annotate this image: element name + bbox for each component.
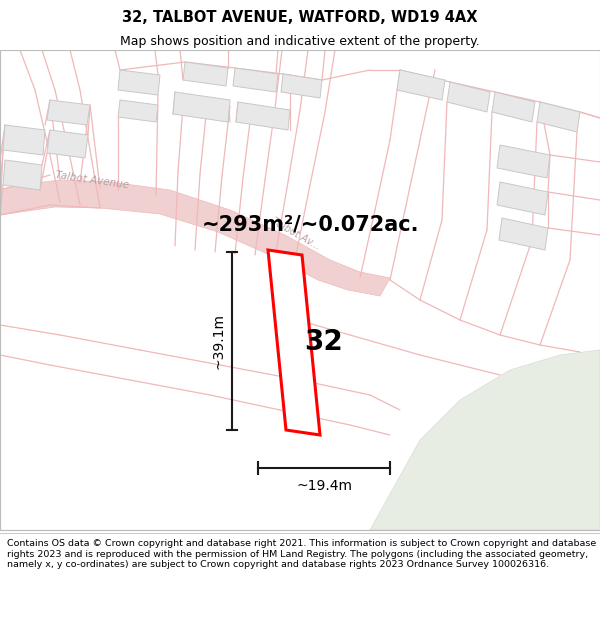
Polygon shape [47, 100, 90, 125]
Polygon shape [497, 182, 548, 215]
Polygon shape [233, 68, 278, 92]
Polygon shape [492, 92, 535, 122]
Text: Contains OS data © Crown copyright and database right 2021. This information is : Contains OS data © Crown copyright and d… [7, 539, 596, 569]
Polygon shape [173, 92, 230, 122]
Polygon shape [236, 102, 290, 130]
Polygon shape [281, 74, 322, 98]
Text: Map shows position and indicative extent of the property.: Map shows position and indicative extent… [120, 35, 480, 48]
Text: 32: 32 [305, 329, 343, 356]
Polygon shape [268, 250, 320, 435]
Polygon shape [47, 130, 88, 158]
Polygon shape [118, 100, 158, 122]
Text: ~293m²/~0.072ac.: ~293m²/~0.072ac. [201, 215, 419, 235]
Text: ~39.1m: ~39.1m [211, 313, 225, 369]
Polygon shape [0, 180, 390, 296]
Polygon shape [370, 350, 600, 530]
Text: ~19.4m: ~19.4m [296, 479, 352, 493]
Polygon shape [497, 145, 550, 178]
Polygon shape [499, 218, 548, 250]
Text: 32, TALBOT AVENUE, WATFORD, WD19 4AX: 32, TALBOT AVENUE, WATFORD, WD19 4AX [122, 10, 478, 25]
Polygon shape [118, 70, 160, 95]
Polygon shape [447, 82, 490, 112]
Polygon shape [3, 125, 45, 155]
Polygon shape [537, 102, 580, 132]
Polygon shape [3, 160, 42, 190]
Text: Talbot Avenue: Talbot Avenue [55, 170, 130, 190]
Text: Talbot Av...: Talbot Av... [270, 216, 322, 252]
Polygon shape [397, 70, 445, 100]
Polygon shape [183, 62, 228, 86]
